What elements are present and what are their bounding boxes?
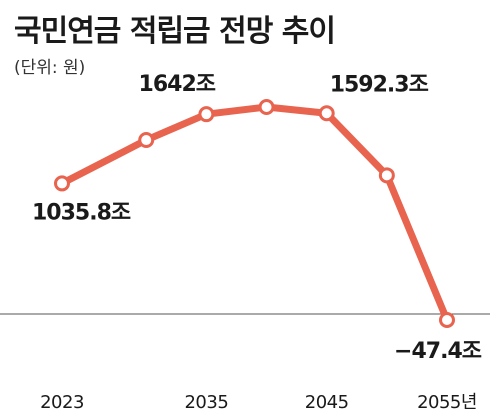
data-point-2023: [54, 175, 70, 192]
unit-subtitle: (단위: 원): [14, 58, 86, 78]
data-label-2040: 1642조: [139, 72, 216, 97]
data-label-2045: 1592.3조: [330, 72, 429, 97]
data-point-2035: [198, 106, 215, 123]
data-point-2050: [378, 167, 395, 184]
chart-title: 국민연금 적립금 전망 추이: [14, 14, 336, 49]
x-tick-2045: 2045: [305, 392, 349, 413]
data-point-2030: [138, 132, 155, 149]
data-point-2045: [318, 105, 335, 122]
data-point-2040: [258, 99, 275, 115]
data-label-2023: 1035.8조: [32, 200, 131, 225]
data-label-2055: −47.4조: [394, 339, 482, 364]
x-tick-2055: 2055년: [417, 392, 477, 413]
x-tick-2035: 2035: [184, 392, 228, 413]
plot-area: 1035.8조 1642조 1592.3조 −47.4조 2023 2035 2045 205…: [0, 72, 490, 413]
x-tick-2023: 2023: [40, 392, 84, 413]
data-point-2055: [439, 311, 455, 328]
